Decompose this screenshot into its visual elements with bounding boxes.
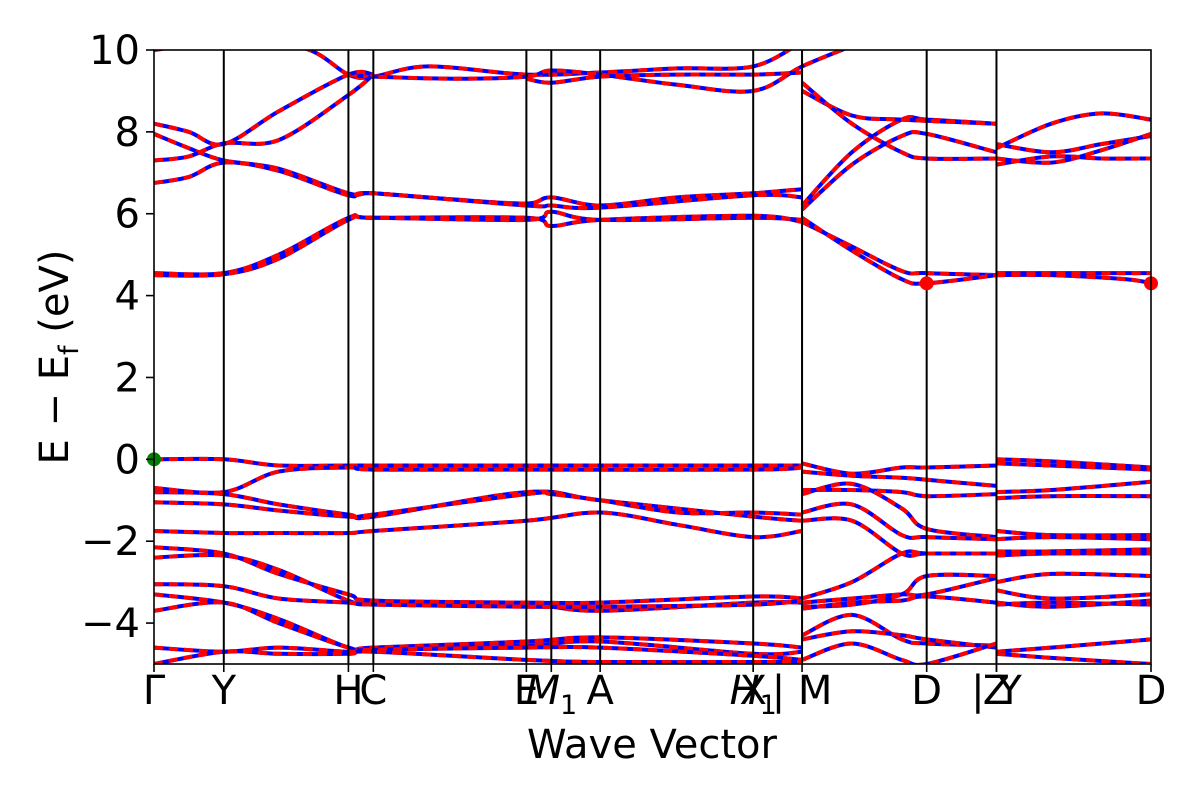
- y-tick-label-2: 0: [115, 437, 140, 483]
- y-tick-label-3: 2: [115, 355, 140, 401]
- x-axis-label: Wave Vector: [527, 722, 778, 768]
- band-25-spin-down: [154, 510, 803, 540]
- band-3-spin-down: [154, 69, 374, 147]
- band-10-spin-up: [800, 115, 997, 207]
- band-13-spin-up: [801, 220, 997, 278]
- band-59-spin-up: [996, 651, 1151, 664]
- band-20-spin-down: [996, 154, 1151, 167]
- y-axis-label-unit: (eV): [32, 250, 78, 346]
- band-21-spin-down: [154, 456, 803, 468]
- y-tick-label-5: 6: [115, 192, 140, 238]
- x-tick-label-10: D: [911, 668, 942, 714]
- y-axis-label-subscript: f: [54, 344, 85, 355]
- x-tick-label-0: Γ: [143, 668, 166, 714]
- band-9-spin-down: [800, 129, 997, 212]
- band-40-spin-down: [801, 576, 997, 605]
- y-tick-label-4: 4: [115, 274, 140, 320]
- band-54-spin-up: [996, 571, 1151, 585]
- band-47-spin-up: [996, 461, 1151, 472]
- x-tick-label-2: H: [333, 668, 363, 714]
- y-tick-label-6: 8: [115, 110, 140, 156]
- x-tick-label-6: A: [586, 668, 614, 714]
- band-26-spin-down: [154, 545, 803, 606]
- band-28-spin-down: [154, 582, 803, 609]
- band-0-spin-up: [154, 50, 793, 80]
- band-5-spin-down: [154, 73, 375, 163]
- x-tick-label-7: X: [739, 668, 766, 714]
- x-tick-label-1: Y: [211, 668, 237, 714]
- band-49-spin-up: [996, 494, 1151, 501]
- x-tick-label-9: | M: [772, 668, 833, 714]
- band-14-spin-down: [800, 216, 997, 286]
- x-tick-label-8: H1: [730, 668, 777, 721]
- band-35-spin-down: [802, 487, 997, 499]
- x-tick-label-4: E: [514, 668, 539, 714]
- band-1-spin-down: [348, 50, 848, 94]
- band-53-spin-up: [996, 551, 1151, 558]
- bands-layer: [154, 50, 1151, 664]
- band-32-spin-down: [154, 649, 803, 664]
- band-39-spin-down: [801, 549, 997, 601]
- x-tick-label-12: | Y: [971, 668, 1022, 714]
- plot-frame: [153, 49, 1152, 665]
- y-tick-label-0: −4: [81, 601, 140, 647]
- band-13-spin-down: [801, 220, 997, 278]
- band-0-spin-down: [154, 50, 793, 80]
- extremum-markers: [147, 276, 1158, 467]
- band-8-spin-down: [154, 209, 803, 278]
- band-10-spin-down: [800, 115, 997, 207]
- band-2-spin-down: [526, 70, 803, 85]
- band-36-spin-down: [801, 481, 997, 540]
- band-17-spin-down: [996, 134, 1151, 155]
- band-34-spin-down: [801, 469, 997, 488]
- band-7-spin-down: [154, 213, 803, 277]
- x-tick-label-11: Z: [983, 668, 1010, 714]
- band-57-spin-up: [996, 600, 1151, 607]
- band-16-spin-down: [996, 272, 1151, 286]
- band-12-spin-down: [800, 81, 997, 161]
- band-26-spin-up: [154, 545, 803, 606]
- band-6-spin-down: [154, 160, 803, 211]
- band-43-spin-down: [801, 612, 997, 648]
- band-44-spin-down: [801, 629, 997, 650]
- band-51-spin-up: [996, 535, 1151, 542]
- band-24-spin-down: [154, 490, 803, 520]
- band-52-spin-up: [996, 547, 1151, 554]
- x-tick-label-3: C: [359, 668, 387, 714]
- x-tick-label-13: D: [1136, 668, 1167, 714]
- band-58-spin-down: [996, 637, 1151, 654]
- band-46-spin-up: [996, 457, 1151, 470]
- band-42-spin-down: [801, 594, 997, 611]
- y-tick-label-7: 10: [89, 28, 140, 74]
- band-37-spin-down: [801, 501, 997, 542]
- band-3-spin-up: [154, 69, 374, 147]
- band-19-spin-down: [995, 111, 1151, 151]
- band-33-spin-down: [801, 461, 997, 476]
- y-axis-label-main: E − E: [32, 355, 78, 465]
- band-48-spin-up: [996, 479, 1151, 495]
- y-tick-label-1: −2: [81, 519, 140, 565]
- cbm-marker-1: [919, 276, 934, 291]
- y-axis-label: E − Ef (eV): [32, 250, 85, 465]
- band-45-spin-down: [801, 641, 998, 664]
- y-axis-ticks: −4 −2 0 2 4 6 8 10: [81, 28, 154, 647]
- band-24-spin-up: [154, 490, 803, 520]
- band-55-spin-up: [996, 588, 1151, 601]
- x-tick-label-5: M1: [525, 668, 577, 721]
- kpoint-divider-lines: [222, 50, 998, 664]
